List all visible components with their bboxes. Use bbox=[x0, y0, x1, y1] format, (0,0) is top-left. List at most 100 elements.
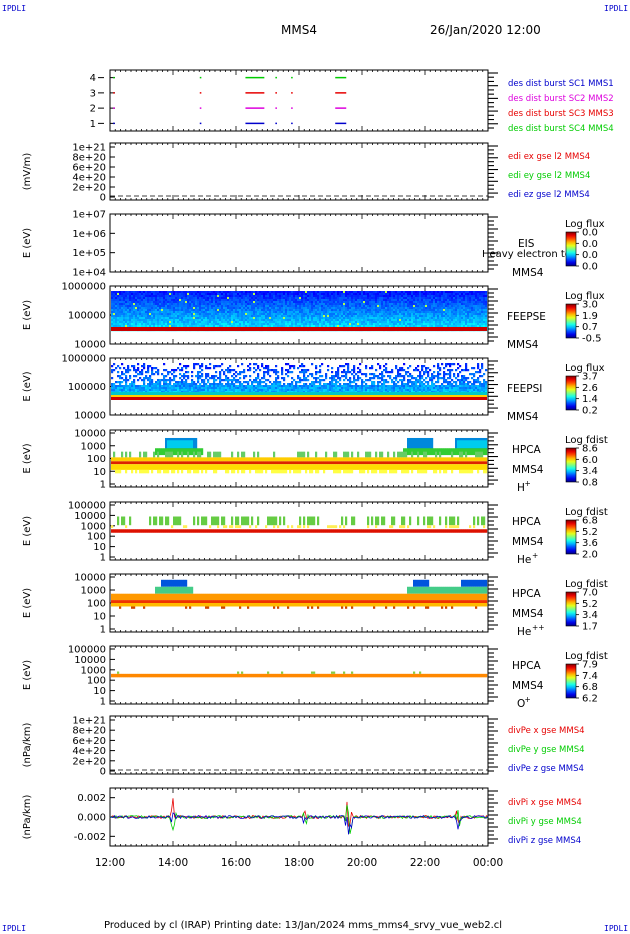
feepsi-tick-label: 100000 bbox=[68, 382, 106, 393]
x-axis-label: 00:00 bbox=[473, 857, 503, 869]
spacecraft-title: MMS4 bbox=[281, 23, 317, 37]
hpca-he-colorbar-label: 6.8 bbox=[582, 516, 598, 527]
hpca-o-species-charge: + bbox=[525, 695, 531, 704]
divpe-tick-label: 1e+21 bbox=[72, 716, 106, 727]
hpca-h-colorbar-label: 8.6 bbox=[582, 444, 598, 455]
edi-tick-label: 2e+20 bbox=[72, 183, 106, 194]
edi-tick-label: 0 bbox=[100, 193, 106, 204]
hpca-hepp-colorbar-label: 7.0 bbox=[582, 588, 598, 599]
feepsi-ylabel: E (eV) bbox=[22, 371, 33, 401]
feepse-band bbox=[111, 327, 487, 331]
hpca-he-tick-label: 100000 bbox=[68, 501, 106, 512]
feepse-colorbar-label: 1.9 bbox=[582, 311, 598, 322]
hpca-h-ylabel: E (eV) bbox=[22, 443, 33, 473]
feepse-colorbar bbox=[565, 303, 577, 339]
edi-ylabel: (mV/m) bbox=[22, 153, 33, 191]
hpca-o-colorbar-title: Log fdist bbox=[565, 651, 608, 662]
date-title: 26/Jan/2020 12:00 bbox=[430, 23, 541, 37]
hpca-hepp-colorbar-title: Log fdist bbox=[565, 579, 608, 590]
feepsi-colorbar-title: Log flux bbox=[565, 363, 605, 374]
feepse-ylabel: E (eV) bbox=[22, 300, 33, 330]
hpca-hepp-tick-label: 1 bbox=[100, 625, 106, 636]
eis-colorbar-label: 0.0 bbox=[582, 239, 598, 250]
hpca-h-colorbar bbox=[565, 447, 577, 483]
divpi-ylabel: (nPa/km) bbox=[22, 795, 33, 840]
x-axis-label: 12:00 bbox=[95, 857, 125, 869]
eis-colorbar-label: 0.0 bbox=[582, 250, 598, 261]
hpca-hepp-tick-label: 100 bbox=[87, 599, 106, 610]
feepsi-tick-label: 10000 bbox=[74, 411, 106, 422]
edi-tick-label: 4e+20 bbox=[72, 173, 106, 184]
panel-frame-1 bbox=[109, 142, 489, 201]
hpca-h-tick-label: 1000 bbox=[81, 441, 106, 452]
x-axis-label: 18:00 bbox=[284, 857, 314, 869]
divpe-legend-3: divPe z gse MMS4 bbox=[508, 764, 584, 774]
corner-mark-top-left: IPDLI bbox=[2, 4, 27, 13]
feepse-tick-label: 100000 bbox=[68, 311, 106, 322]
divpe-tick-label: 8e+20 bbox=[72, 726, 106, 737]
feepsi-colorbar bbox=[565, 375, 577, 411]
hpca-he-colorbar-label: 5.2 bbox=[582, 527, 598, 538]
hpca-h-tick-label: 10 bbox=[93, 467, 106, 478]
corner-mark-top-right: IPDLI bbox=[604, 4, 629, 13]
feepse-colorbar-label: 0.7 bbox=[582, 322, 598, 333]
divpe-ylabel: (nPa/km) bbox=[22, 723, 33, 768]
feepse-spectrogram bbox=[111, 291, 488, 332]
hpca-o-tick-label: 10 bbox=[93, 686, 106, 697]
hpca-hepp-colorbar-label: 5.2 bbox=[582, 599, 598, 610]
burst-legend-1: des dist burst SC1 MMS1 bbox=[508, 79, 614, 89]
hpca-h-species: H bbox=[517, 482, 525, 494]
hpca-he-tick-label: 1000 bbox=[81, 521, 106, 532]
hpca-o-colorbar bbox=[565, 663, 577, 699]
divpe-tick-label: 6e+20 bbox=[72, 736, 106, 747]
burst-y-tick-label: 2 bbox=[90, 104, 96, 115]
hpca-o-tick-label: 100 bbox=[87, 676, 106, 687]
eis-colorbar bbox=[565, 231, 577, 267]
hpca-h-tick-label: 1 bbox=[100, 480, 106, 491]
edi-legend-2: edi ey gse l2 MMS4 bbox=[508, 171, 590, 181]
hpca-he-colorbar-label: 3.6 bbox=[582, 538, 598, 549]
footer-credit: Produced by cl (IRAP) Printing date: 13/… bbox=[104, 920, 503, 931]
hpca-o-spectrogram bbox=[111, 671, 488, 678]
hpca-hepp-colorbar-label: 3.4 bbox=[582, 610, 598, 621]
eis-ylabel: E (eV) bbox=[22, 228, 33, 258]
divpi-legend-1: divPi x gse MMS4 bbox=[508, 798, 582, 808]
hpca-he-tick-label: 10 bbox=[93, 542, 106, 553]
eis-colorbar-label: 0.0 bbox=[582, 228, 598, 239]
x-axis-label: 16:00 bbox=[221, 857, 251, 869]
divpi-legend-3: divPi z gse MMS4 bbox=[508, 836, 581, 846]
hpca-o-species: O bbox=[517, 698, 525, 710]
edi-tick-label: 8e+20 bbox=[72, 153, 106, 164]
hpca-o-tick-label: 10000 bbox=[74, 655, 106, 666]
hpca-hepp-instrument: HPCA bbox=[512, 588, 542, 600]
hpca-o-colorbar-label: 6.2 bbox=[582, 694, 598, 705]
divpi-legend-2: divPi y gse MMS4 bbox=[508, 817, 582, 827]
burst-legend-3: des dist burst SC3 MMS3 bbox=[508, 109, 614, 119]
feepsi-band bbox=[111, 395, 487, 397]
hpca-hepp-tick-label: 10 bbox=[93, 612, 106, 623]
divpe-tick-label: 2e+20 bbox=[72, 756, 106, 767]
hpca-hepp-ylabel: E (eV) bbox=[22, 588, 33, 618]
divpi-tick-label: 0.000 bbox=[77, 813, 106, 824]
hpca-o-ylabel: E (eV) bbox=[22, 660, 33, 690]
hpca-hepp-species-charge: ++ bbox=[532, 623, 545, 632]
x-axis-label: 14:00 bbox=[158, 857, 188, 869]
hpca-hepp-colorbar-label: 1.7 bbox=[582, 622, 598, 633]
feepsi-spacecraft: MMS4 bbox=[507, 411, 539, 423]
feepsi-colorbar-label: 0.2 bbox=[582, 406, 598, 417]
feepsi-band bbox=[111, 392, 487, 395]
hpca-h-spacecraft: MMS4 bbox=[512, 464, 544, 476]
divpe-legend-1: divPe x gse MMS4 bbox=[508, 726, 585, 736]
feepsi-colorbar-label: 1.4 bbox=[582, 394, 598, 405]
divpi-tick-label: 0.002 bbox=[77, 793, 106, 804]
hpca-he-ylabel: E (eV) bbox=[22, 516, 33, 546]
burst-y-tick-label: 3 bbox=[90, 88, 96, 99]
hpca-h-colorbar-title: Log fdist bbox=[565, 435, 608, 446]
eis-spacecraft: MMS4 bbox=[512, 267, 544, 279]
eis-colorbar-title: Log flux bbox=[565, 219, 605, 230]
hpca-h-tick-label: 10000 bbox=[74, 429, 106, 440]
eis-tick-label: 1e+05 bbox=[72, 248, 106, 259]
corner-mark-bottom-right: IPDLI bbox=[604, 924, 629, 933]
hpca-hepp-species: He bbox=[517, 626, 531, 638]
